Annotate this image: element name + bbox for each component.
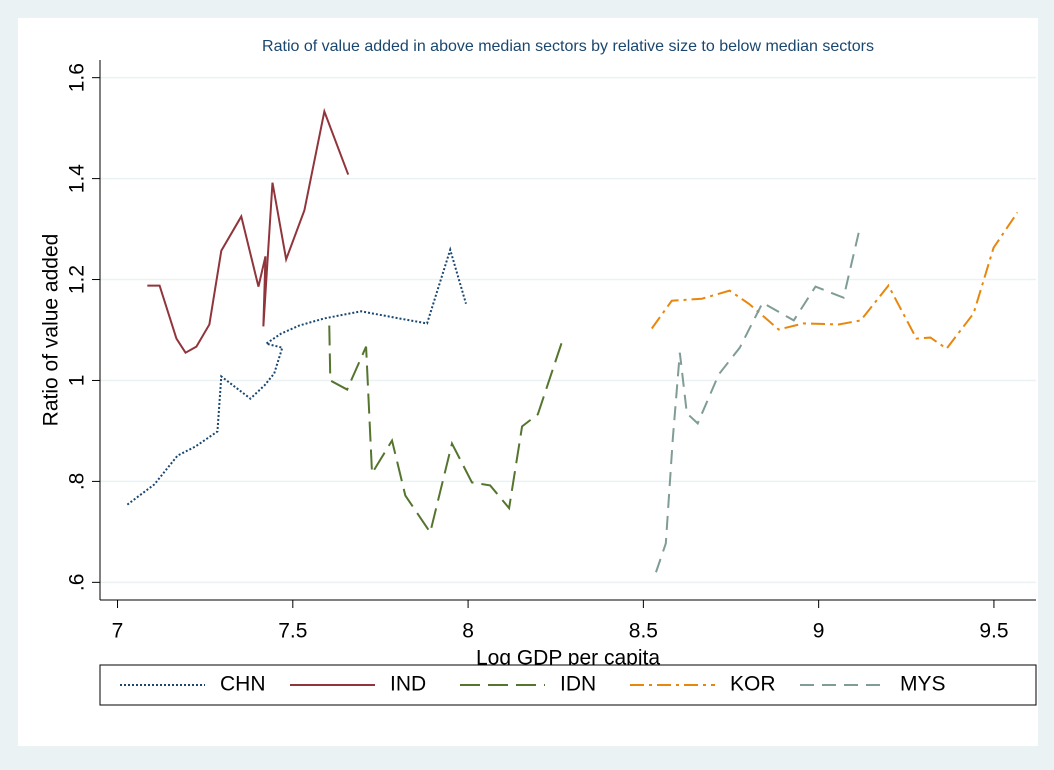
y-axis-title: Ratio of value added: [40, 234, 63, 427]
legend-label: IDN: [560, 673, 596, 696]
x-tick-label: 9: [813, 620, 825, 643]
x-tick-label: 9.5: [979, 620, 1008, 643]
x-tick-label: 8.5: [629, 620, 658, 643]
x-tick-label: 7: [112, 620, 124, 643]
graph-region: [18, 18, 1038, 746]
legend-label: IND: [390, 673, 426, 696]
line-series: [655, 228, 861, 573]
x-tick-label: 8: [462, 620, 474, 643]
legend-label: CHN: [220, 673, 266, 696]
legend-label: MYS: [900, 673, 946, 696]
x-tick-label: 7.5: [278, 620, 307, 643]
line-series: [650, 211, 1019, 351]
legend-label: KOR: [730, 673, 776, 696]
y-tick-label: .6: [66, 574, 89, 592]
y-tick-label: 1.2: [66, 265, 89, 294]
line-series: [147, 107, 350, 355]
y-tick-label: .8: [66, 473, 89, 491]
x-axis-title: Log GDP per capita: [476, 647, 660, 670]
chart-title: Ratio of value added in above median sec…: [262, 38, 874, 55]
line-series: [328, 325, 563, 535]
y-tick-label: 1: [66, 375, 89, 387]
y-tick-label: 1.4: [66, 164, 89, 194]
y-tick-label: 1.6: [66, 63, 89, 92]
